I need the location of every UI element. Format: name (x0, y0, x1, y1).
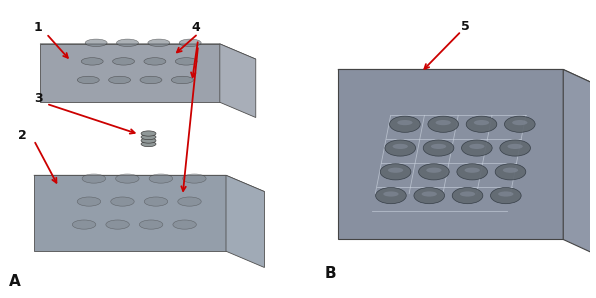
Ellipse shape (436, 120, 451, 125)
Ellipse shape (117, 39, 138, 46)
Polygon shape (338, 69, 596, 90)
Ellipse shape (173, 220, 196, 229)
Ellipse shape (148, 39, 170, 46)
Ellipse shape (383, 191, 399, 197)
Ellipse shape (141, 138, 156, 143)
Polygon shape (563, 69, 596, 260)
Ellipse shape (106, 220, 129, 229)
Ellipse shape (431, 144, 446, 149)
Text: B: B (325, 266, 336, 281)
Ellipse shape (421, 191, 437, 197)
Ellipse shape (464, 167, 480, 173)
Ellipse shape (139, 220, 163, 229)
Ellipse shape (460, 191, 475, 197)
Ellipse shape (393, 144, 408, 149)
Text: 5: 5 (461, 20, 470, 33)
Ellipse shape (426, 167, 442, 173)
Ellipse shape (380, 164, 411, 180)
Ellipse shape (113, 58, 135, 65)
Polygon shape (34, 175, 265, 192)
Ellipse shape (140, 76, 162, 84)
Text: A: A (9, 274, 21, 289)
Ellipse shape (144, 197, 167, 206)
Ellipse shape (461, 140, 492, 156)
Ellipse shape (414, 187, 445, 204)
Ellipse shape (428, 116, 458, 132)
Ellipse shape (495, 164, 526, 180)
Text: 1: 1 (34, 21, 42, 34)
Text: 3: 3 (34, 92, 42, 105)
Ellipse shape (507, 144, 523, 149)
Ellipse shape (141, 142, 156, 147)
Ellipse shape (498, 191, 514, 197)
Ellipse shape (144, 58, 166, 65)
Ellipse shape (474, 120, 489, 125)
Ellipse shape (72, 220, 96, 229)
Ellipse shape (375, 187, 406, 204)
Ellipse shape (503, 167, 518, 173)
Ellipse shape (116, 174, 139, 183)
Ellipse shape (182, 174, 206, 183)
Ellipse shape (512, 120, 527, 125)
Ellipse shape (175, 58, 197, 65)
Polygon shape (220, 44, 256, 117)
Ellipse shape (385, 140, 415, 156)
Polygon shape (34, 175, 226, 251)
Ellipse shape (81, 58, 103, 65)
Ellipse shape (141, 134, 156, 140)
Polygon shape (226, 175, 265, 268)
Ellipse shape (179, 39, 201, 46)
Ellipse shape (491, 187, 521, 204)
Ellipse shape (111, 197, 134, 206)
Ellipse shape (398, 120, 412, 125)
Ellipse shape (108, 76, 131, 84)
Ellipse shape (77, 197, 101, 206)
Ellipse shape (77, 76, 99, 84)
Text: 2: 2 (18, 129, 27, 142)
Text: 4: 4 (192, 21, 201, 34)
Ellipse shape (504, 116, 535, 132)
Ellipse shape (418, 164, 449, 180)
Ellipse shape (171, 76, 193, 84)
Ellipse shape (500, 140, 530, 156)
Polygon shape (40, 44, 256, 59)
Ellipse shape (452, 187, 483, 204)
Ellipse shape (390, 116, 420, 132)
Ellipse shape (82, 174, 105, 183)
Ellipse shape (149, 174, 173, 183)
Polygon shape (40, 44, 220, 102)
Ellipse shape (466, 116, 497, 132)
Ellipse shape (178, 197, 201, 206)
Ellipse shape (457, 164, 488, 180)
Polygon shape (338, 69, 563, 240)
Ellipse shape (388, 167, 403, 173)
Ellipse shape (423, 140, 454, 156)
Ellipse shape (141, 131, 156, 136)
Ellipse shape (85, 39, 107, 46)
Ellipse shape (469, 144, 485, 149)
